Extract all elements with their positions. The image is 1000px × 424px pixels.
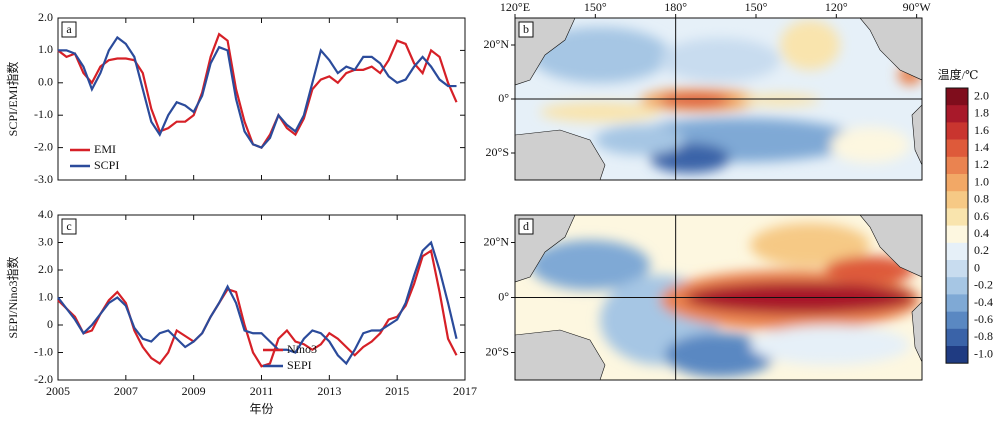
colorbar-bin	[946, 105, 968, 123]
y-tick-label: -2.0	[34, 372, 53, 386]
colorbar-bin	[946, 260, 968, 278]
legend-label: SEPI	[287, 358, 312, 372]
y-tick-label: 0°	[498, 289, 509, 303]
colorbar-tick-label: -0.2	[974, 278, 993, 292]
y-tick-label: 0.0	[38, 75, 53, 89]
y-tick-label: 2.0	[38, 262, 53, 276]
y-tick-label: 20°S	[486, 145, 509, 159]
y-tick-label: 1.0	[38, 289, 53, 303]
panel-label: d	[523, 219, 529, 233]
x-tick-label: 2013	[317, 384, 341, 398]
y-tick-label: 0°	[498, 91, 509, 105]
colorbar-bin	[946, 88, 968, 106]
panel-label-box	[518, 218, 534, 235]
y-tick-label: 20°N	[484, 234, 510, 248]
x-tick-label: 2005	[46, 384, 70, 398]
legend-label: SCPI	[94, 158, 119, 172]
colorbar-tick-label: 0.6	[974, 209, 989, 223]
panel-label: c	[66, 219, 71, 233]
colorbar-tick-label: -0.4	[974, 295, 993, 309]
colorbar-tick-label: 1.0	[974, 174, 989, 188]
y-tick-label: 20°N	[484, 37, 510, 51]
colorbar-tick-label: 0.2	[974, 243, 989, 257]
y-tick-label: 0	[47, 317, 53, 331]
x-tick-label: 150°	[745, 0, 768, 14]
panel-label-box	[518, 21, 534, 38]
colorbar-bin	[946, 277, 968, 295]
y-tick-label: -3.0	[34, 172, 53, 186]
colorbar-tick-label: 1.6	[974, 123, 989, 137]
colorbar-bin	[946, 208, 968, 226]
y-tick-label: 2.0	[38, 10, 53, 24]
colorbar-bin	[946, 174, 968, 192]
colorbar-tick-label: 0	[974, 260, 980, 274]
y-axis-label: SEPI/Nino3指数	[5, 256, 20, 338]
colorbar-tick-label: -1.0	[974, 346, 993, 360]
y-tick-label: 1.0	[38, 42, 53, 56]
colorbar-tick-label: 1.2	[974, 157, 989, 171]
y-tick-label: 20°S	[486, 344, 509, 358]
colorbar-bin	[946, 294, 968, 312]
colorbar-bin	[946, 139, 968, 158]
colorbar-bin	[946, 346, 968, 364]
series-line	[57, 240, 458, 366]
panel-label: b	[523, 22, 529, 36]
colorbar-bin	[946, 328, 968, 347]
colorbar-tick-label: 0.4	[974, 226, 989, 240]
series-line	[57, 32, 458, 149]
x-tick-label: 2015	[385, 384, 409, 398]
colorbar-tick-label: 0.8	[974, 192, 989, 206]
x-tick-label: 2011	[250, 384, 274, 398]
colorbar-bin	[946, 225, 968, 244]
colorbar-tick-label: -0.6	[974, 312, 993, 326]
colorbar-bin	[946, 311, 968, 330]
y-tick-label: 4.0	[38, 207, 53, 221]
colorbar-tick-label: -0.8	[974, 329, 993, 343]
y-tick-label: -1.0	[34, 107, 53, 121]
x-tick-label: 180°	[664, 0, 687, 14]
series-line	[57, 248, 458, 368]
x-tick-label: 120°	[825, 0, 848, 14]
x-tick-label: 150°	[584, 0, 607, 14]
legend-label: Nino3	[287, 342, 317, 356]
x-tick-label: 120°E	[500, 0, 530, 14]
y-tick-label: -2.0	[34, 139, 53, 153]
x-tick-label: 90°W	[903, 0, 932, 14]
colorbar-tick-label: 2.0	[974, 88, 989, 102]
colorbar-bin	[946, 122, 968, 140]
colorbar-tick-label: 1.4	[974, 140, 989, 154]
legend-label: EMI	[94, 142, 116, 156]
colorbar-title: 温度/℃	[938, 67, 979, 82]
colorbar-bin	[946, 156, 968, 175]
colorbar-bin	[946, 242, 968, 261]
panel-label: a	[66, 22, 72, 36]
colorbar-frame	[945, 87, 969, 364]
y-tick-label: -1.0	[34, 344, 53, 358]
series-line	[58, 35, 457, 149]
x-tick-label: 2017	[453, 384, 477, 398]
colorbar-bin	[946, 191, 968, 209]
y-axis-label: SCPI/EMI指数	[5, 62, 20, 137]
x-tick-label: 2007	[114, 384, 138, 398]
colorbar-tick-label: 1.8	[974, 106, 989, 120]
panel-label-box	[61, 21, 77, 38]
y-tick-label: 3.0	[38, 234, 53, 248]
x-axis-label: 年份	[249, 402, 273, 416]
panel-label-box	[61, 218, 77, 235]
plot-frame	[57, 214, 466, 381]
x-tick-label: 2009	[182, 384, 206, 398]
